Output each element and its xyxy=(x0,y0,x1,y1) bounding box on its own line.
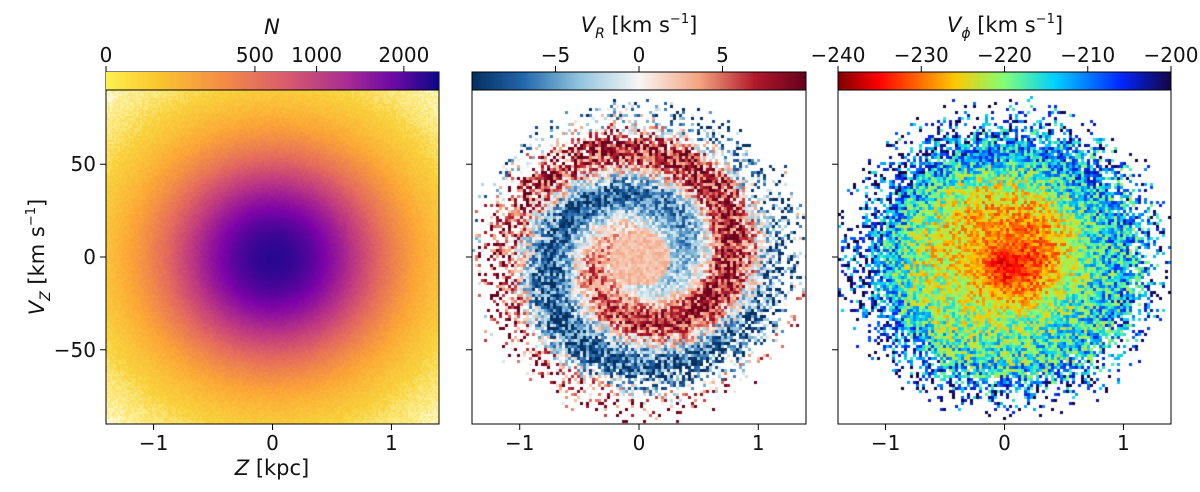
y-tick-label: −50 xyxy=(54,338,96,362)
colorbar-tick-label: 2000 xyxy=(378,43,429,67)
x-tick-label: −1 xyxy=(505,431,534,455)
density-heatmap xyxy=(106,90,439,424)
colorbar-tick-label: −200 xyxy=(1144,43,1199,67)
density-colorbar-ticks: 0 500 1000 2000 xyxy=(100,43,429,72)
density-colorbar-title: N xyxy=(264,15,280,39)
radial-velocity-heatmap xyxy=(472,90,806,424)
colorbar-tick-label: 1000 xyxy=(291,43,342,67)
colorbar-tick-label: −240 xyxy=(811,43,866,67)
y-tick-label: 0 xyxy=(83,245,96,269)
x-tick-label: 1 xyxy=(752,431,765,455)
azimuthal-velocity-heatmap xyxy=(838,90,1171,424)
y-axis-label: VZ [km s−1] xyxy=(24,199,54,315)
radial-velocity-y-ticks xyxy=(466,163,472,351)
azimuthal-velocity-colorbar xyxy=(838,72,1171,90)
density-x-ticks: −1 0 1 xyxy=(139,424,398,455)
azimuthal-velocity-colorbar-ticks: −240 −230 −220 −210 −200 xyxy=(811,43,1199,72)
panel-azimuthal-velocity: −240 −230 −220 −210 −200 −1 0 1 Vϕ [km s−1] xyxy=(811,12,1199,455)
radial-velocity-colorbar xyxy=(472,72,806,90)
radial-velocity-x-ticks: −1 0 1 xyxy=(505,424,765,455)
density-colorbar xyxy=(106,72,439,90)
panel-radial-velocity: −5 0 5 −1 0 1 VR [km s−1] xyxy=(466,12,807,455)
x-tick-label: 1 xyxy=(1117,431,1130,455)
azimuthal-velocity-x-ticks: −1 0 1 xyxy=(871,424,1130,455)
x-tick-label: 0 xyxy=(998,431,1011,455)
y-tick-label: 50 xyxy=(71,152,96,176)
colorbar-tick-label: 0 xyxy=(633,43,646,67)
x-tick-label: 0 xyxy=(266,431,279,455)
colorbar-tick-label: −220 xyxy=(977,43,1032,67)
density-y-ticks: −50 0 50 xyxy=(54,152,106,362)
colorbar-tick-label: −230 xyxy=(894,43,949,67)
colorbar-tick-label: 0 xyxy=(100,43,113,67)
x-tick-label: −1 xyxy=(871,431,900,455)
x-tick-label: 1 xyxy=(385,431,398,455)
colorbar-tick-label: 500 xyxy=(236,43,274,67)
x-tick-label: 0 xyxy=(633,431,646,455)
x-tick-label: −1 xyxy=(139,431,168,455)
x-axis-label: Z [kpc] xyxy=(234,456,310,480)
radial-velocity-colorbar-title: VR [km s−1] xyxy=(581,12,698,42)
colorbar-tick-label: 5 xyxy=(716,43,729,67)
radial-velocity-colorbar-ticks: −5 0 5 xyxy=(541,43,729,72)
azimuthal-velocity-y-ticks xyxy=(832,163,838,351)
panel-density: 0 500 1000 2000 −1 0 1 −50 0 50 N Z [kpc] VZ [k… xyxy=(24,15,440,480)
colorbar-tick-label: −210 xyxy=(1060,43,1115,67)
colorbar-tick-label: −5 xyxy=(541,43,570,67)
azimuthal-velocity-colorbar-title: Vϕ [km s−1] xyxy=(947,12,1063,42)
